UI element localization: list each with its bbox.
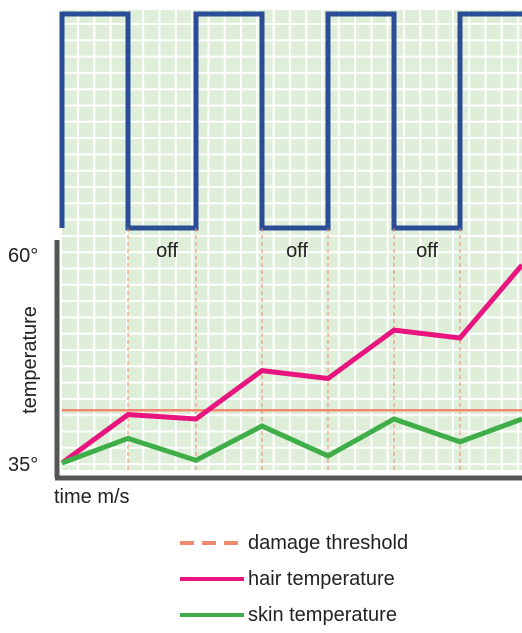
- legend-item-skin-temperature: skin temperature: [180, 597, 408, 633]
- off-label-3: off: [416, 240, 438, 262]
- legend-item-damage-threshold: damage threshold: [180, 525, 408, 561]
- legend-swatch-dashed: [180, 541, 244, 545]
- off-label-1: off: [156, 240, 178, 262]
- legend-label: skin temperature: [248, 604, 397, 627]
- y-tick-label-60: 60°: [8, 245, 38, 267]
- legend-label: hair temperature: [248, 568, 395, 591]
- y-axis-label: temperature: [19, 306, 41, 414]
- x-axis-label: time m/s: [54, 486, 130, 508]
- legend-label: damage threshold: [248, 532, 408, 555]
- y-tick-label-35: 35°: [8, 454, 38, 476]
- legend-swatch-hair: [180, 577, 244, 581]
- legend-swatch-skin: [180, 613, 244, 617]
- off-label-2: off: [286, 240, 308, 262]
- legend: damage threshold hair temperature skin t…: [180, 525, 408, 633]
- legend-item-hair-temperature: hair temperature: [180, 561, 408, 597]
